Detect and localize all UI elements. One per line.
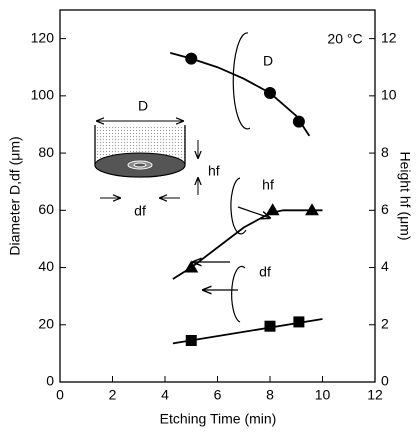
y-tick-label: 20: [38, 315, 54, 331]
y-tick-label: 40: [38, 258, 54, 274]
point: [264, 320, 276, 332]
inset-label: df: [134, 203, 146, 219]
y2-tick-label: 12: [381, 29, 397, 45]
inset-label: D: [138, 98, 148, 114]
trend-line: [172, 209, 323, 280]
x-tick-label: 10: [315, 387, 331, 403]
y2-tick-label: 6: [381, 201, 389, 217]
trend-line: [170, 52, 311, 137]
x-tick-label: 0: [56, 387, 64, 403]
y2-tick-label: 10: [381, 87, 397, 103]
y-tick-label: 60: [38, 201, 54, 217]
x-tick-label: 4: [161, 387, 169, 403]
point: [185, 335, 197, 347]
point: [185, 52, 198, 65]
x-tick-label: 8: [266, 387, 274, 403]
x-axis-label: Etching Time (min): [160, 411, 277, 427]
y2-tick-label: 0: [381, 373, 389, 389]
y-tick-label: 100: [31, 87, 55, 103]
x-tick-label: 2: [109, 387, 117, 403]
y-tick-label: 80: [38, 144, 54, 160]
x-tick-label: 12: [367, 387, 383, 403]
series-label: df: [259, 264, 271, 280]
point: [292, 115, 305, 128]
y2-axis-label: Height hf (μm): [397, 152, 413, 241]
series-label: hf: [262, 177, 274, 193]
point: [293, 316, 305, 328]
plot-frame: [59, 9, 376, 383]
series-label: D: [263, 53, 273, 69]
y-tick-label: 0: [46, 373, 54, 389]
x-tick-label: 6: [214, 387, 222, 403]
inset-label: hf: [208, 163, 220, 179]
y2-tick-label: 2: [381, 315, 389, 331]
point: [265, 203, 280, 216]
inset: D hf df: [94, 98, 220, 219]
point: [264, 86, 276, 99]
y2-tick-label: 4: [381, 258, 389, 274]
annotation: 20 °C: [327, 31, 362, 47]
point: [305, 203, 319, 216]
y-axis-label: Diameter D,df (μm): [7, 136, 23, 255]
y2-tick-label: 8: [381, 144, 389, 160]
point: [184, 260, 199, 273]
y-tick-label: 120: [31, 29, 55, 45]
